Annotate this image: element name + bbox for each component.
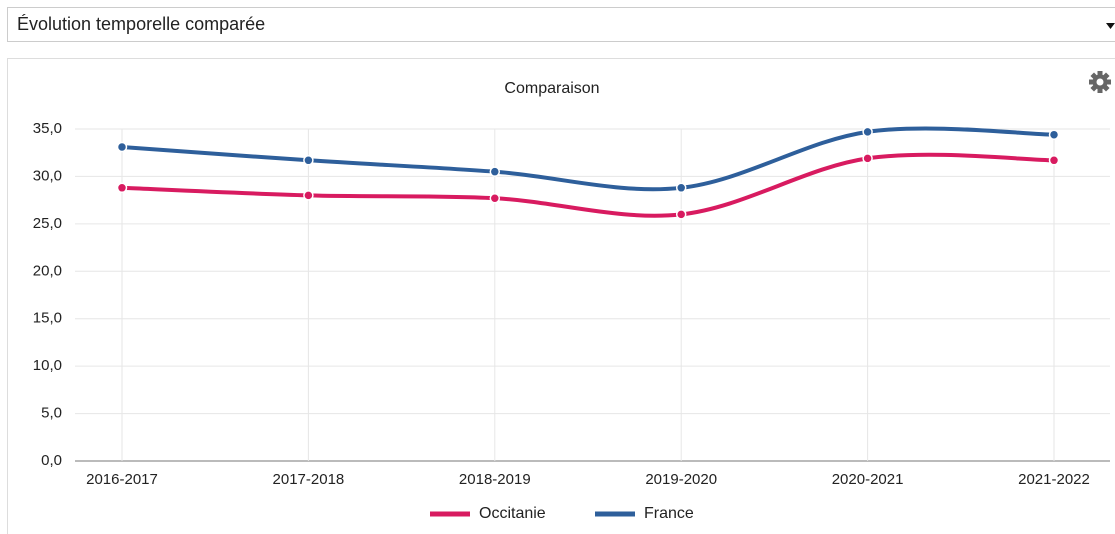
point [862,126,873,138]
settings-icon[interactable] [1089,71,1111,93]
y-tick-label: 35,0 [33,120,62,137]
chart-panel [7,58,1115,534]
y-tick-label: 0,0 [41,452,62,469]
x-tick-label: 2021-2022 [1018,471,1090,488]
dropdown[interactable] [7,7,1115,42]
x-tick-label: 2020-2021 [832,471,904,488]
series-line [121,126,1055,192]
dropdown-caret[interactable] [1106,23,1115,29]
y-tick-label: 30,0 [33,167,62,184]
x-tick-label: 2019-2020 [645,471,717,488]
point [489,166,501,177]
legend-label: France [644,505,694,522]
y-tick-label: 5,0 [41,405,62,422]
x-tick-label: 2016-2017 [86,471,158,488]
y-tick-label: 15,0 [33,310,62,327]
point [675,182,687,194]
series-line [121,152,1055,218]
chart-title: Comparaison [504,80,599,97]
point [303,155,314,166]
dropdown-label: Évolution temporelle comparée [17,14,265,34]
point [116,141,128,153]
point [1048,129,1060,140]
y-tick-label: 20,0 [33,262,62,279]
x-tick-label: 2017-2018 [273,471,345,488]
x-tick-label: 2018-2019 [459,471,531,488]
y-tick-label: 10,0 [33,357,62,374]
point [675,209,687,220]
point [116,182,128,194]
y-tick-label: 25,0 [33,215,62,232]
point [862,153,873,164]
point [303,190,314,201]
legend-label: Occitanie [479,505,546,522]
point [1048,155,1060,166]
point [489,192,501,204]
